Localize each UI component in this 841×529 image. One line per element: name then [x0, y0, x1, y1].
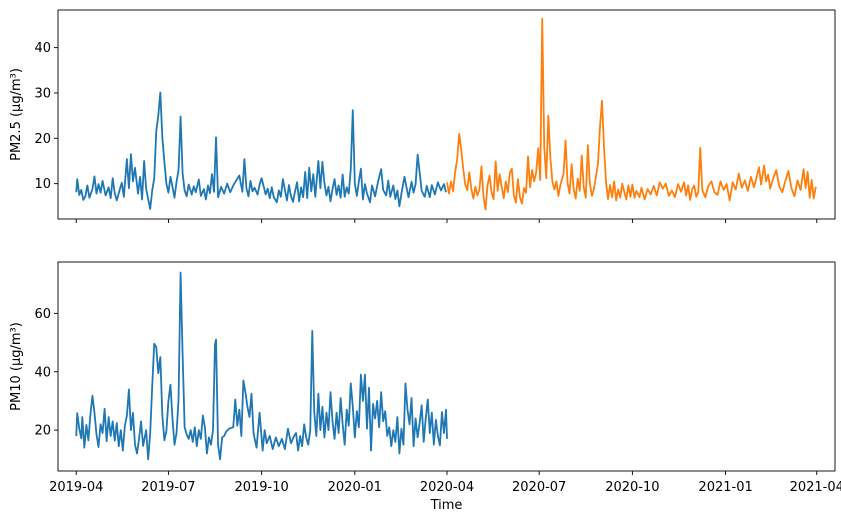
x-tick-label-pm10-2: 2019-10	[234, 480, 288, 495]
x-tick-label-pm10-4: 2020-04	[420, 480, 474, 495]
y-tick-label-pm25-40: 40	[34, 41, 51, 56]
y-tick-label-pm10-40: 40	[34, 365, 51, 380]
y-axis-label-pm10: PM10 (µg/m³)	[9, 322, 24, 411]
x-axis-label-pm10: Time	[430, 498, 463, 513]
y-tick-label-pm10-60: 60	[34, 307, 51, 322]
x-tick-label-pm10-8: 2021-04	[790, 480, 841, 495]
series-line-pm25-0	[75, 91, 447, 210]
x-tick-label-pm10-1: 2019-07	[141, 480, 195, 495]
x-tick-label-pm10-5: 2020-07	[512, 480, 566, 495]
x-tick-label-pm10-3: 2020-01	[328, 480, 382, 495]
y-tick-label-pm25-30: 30	[34, 86, 51, 101]
x-tick-label-pm10-7: 2021-01	[698, 480, 752, 495]
panel-pm10: 20 40 60 2019-04 2019-07 2019-10 2020-01 2020-0…	[9, 261, 841, 513]
series-line-pm10-0	[75, 271, 448, 461]
plot-frame-pm25	[57, 9, 836, 220]
y-tick-label-pm25-20: 20	[34, 132, 51, 147]
x-tick-label-pm10-0: 2019-04	[49, 480, 103, 495]
plot-frame-pm10	[57, 261, 836, 472]
panel-pm25: 10 20 30 40 PM2.5 (µg/m³)	[9, 9, 836, 223]
y-tick-label-pm25-10: 10	[34, 177, 51, 192]
y-tick-label-pm10-20: 20	[34, 424, 51, 439]
y-axis-label-pm25: PM2.5 (µg/m³)	[9, 68, 24, 161]
series-line-pm25-1	[446, 17, 817, 211]
x-tick-label-pm10-6: 2020-10	[605, 480, 659, 495]
